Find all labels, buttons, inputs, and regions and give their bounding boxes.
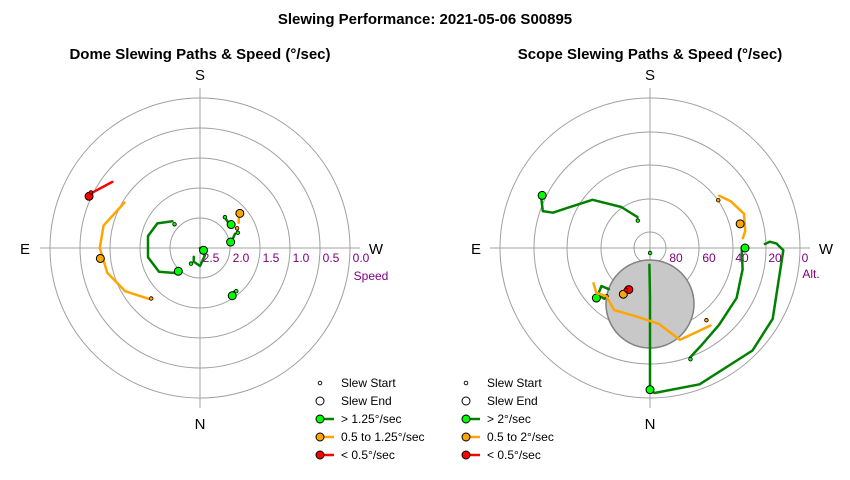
figure-title: Slewing Performance: 2021-05-06 S00895 [278, 11, 572, 28]
slew-path-fast [539, 196, 639, 219]
slew-start-marker [704, 318, 709, 323]
legend-end-symbol [315, 396, 325, 406]
slew-start-marker [149, 296, 154, 301]
dome-compass-left: E [20, 241, 30, 258]
dome-legend: Slew Start Slew End > 1.25°/sec 0.5 to 1.25… [315, 376, 425, 462]
legend-label: 0.5 to 1.25°/sec [341, 430, 425, 444]
dome-radial-axis-label: Speed [354, 269, 389, 283]
scope-legend: Slew Start Slew End > 2°/sec 0.5 to 2°/sec <… [461, 376, 554, 462]
scope-radial-axis-label: Alt. [802, 267, 819, 281]
slew-end-marker [740, 243, 750, 253]
slew-path-fast [596, 284, 611, 301]
slew-path-fast [146, 220, 177, 275]
legend-label: > 1.25°/sec [341, 412, 402, 426]
dome-radial-tick: 0.0 [353, 251, 370, 265]
dome-radial-tick: 1.0 [293, 251, 310, 265]
slew-end-marker [645, 385, 655, 395]
dome-slew-paths [84, 180, 245, 301]
slew-end-marker [173, 266, 183, 276]
scope-altitude-tick: 20 [768, 251, 782, 265]
legend-label: Slew Start [487, 376, 542, 390]
legend-marker-mid [461, 432, 471, 442]
scope-chart: Scope Slewing Paths & Speed (°/sec) S N … [461, 46, 834, 462]
legend-end-symbol [461, 396, 471, 406]
scope-altitude-tick: 60 [702, 251, 716, 265]
slew-end-marker [227, 291, 237, 301]
slew-path-mid [592, 282, 712, 342]
scope-altitude-tick: 80 [669, 251, 683, 265]
slew-end-marker [735, 219, 745, 229]
legend-marker-slow [315, 450, 325, 460]
scope-compass-left: E [471, 241, 481, 258]
legend-label: Slew End [341, 394, 392, 408]
legend-marker-fast [461, 414, 471, 424]
slew-end-marker [199, 245, 209, 255]
legend-label: Slew End [487, 394, 538, 408]
legend-start-symbol [317, 380, 323, 386]
slew-end-marker [226, 220, 236, 230]
legend-label: Slew Start [341, 376, 396, 390]
legend-marker-fast [315, 414, 325, 424]
dome-chart-title: Dome Slewing Paths & Speed (°/sec) [69, 46, 330, 63]
slew-start-marker [647, 250, 653, 256]
slew-path-fast [688, 246, 744, 359]
slew-path-fast [648, 240, 785, 395]
slew-end-marker [235, 208, 245, 218]
dome-compass-right: W [369, 241, 384, 258]
slew-start-marker [716, 198, 721, 203]
legend-start-symbol [463, 380, 469, 386]
slew-start-marker [635, 218, 640, 223]
slew-start-marker [235, 230, 241, 235]
legend-label: < 0.5°/sec [341, 448, 395, 462]
dome-compass-top: S [195, 67, 205, 84]
legend-label: < 0.5°/sec [487, 448, 541, 462]
slew-path-mid [98, 201, 151, 301]
scope-compass-right: W [819, 241, 834, 258]
slew-path-mid [717, 194, 747, 240]
slew-start-marker [188, 261, 194, 266]
slew-start-marker [222, 215, 228, 220]
slew-end-marker [95, 253, 105, 263]
dome-radial-tick: 0.5 [323, 251, 340, 265]
dome-compass-bottom: N [195, 416, 206, 433]
slew-start-marker [234, 289, 239, 294]
scope-chart-title: Scope Slewing Paths & Speed (°/sec) [518, 46, 782, 63]
slew-start-marker [688, 356, 693, 362]
dome-chart: Dome Slewing Paths & Speed (°/sec) S N E… [20, 46, 425, 462]
slew-start-marker [234, 226, 240, 231]
dome-radial-tick: 2.5 [203, 251, 220, 265]
legend-label: > 2°/sec [487, 412, 531, 426]
slew-start-marker [172, 222, 177, 227]
scope-compass-top: S [645, 67, 655, 84]
slew-end-marker [226, 237, 236, 247]
legend-marker-slow [461, 450, 471, 460]
slew-start-marker [623, 287, 629, 293]
dome-radial-tick: 2.0 [233, 251, 250, 265]
scope-compass-bottom: N [645, 416, 656, 433]
scope-slew-paths [537, 190, 785, 395]
legend-label: 0.5 to 2°/sec [487, 430, 554, 444]
legend-marker-mid [315, 432, 325, 442]
dome-radial-tick: 1.5 [263, 251, 280, 265]
slew-start-marker [88, 190, 94, 195]
slew-end-marker [537, 190, 547, 200]
scope-altitude-tick: 0 [802, 251, 809, 265]
